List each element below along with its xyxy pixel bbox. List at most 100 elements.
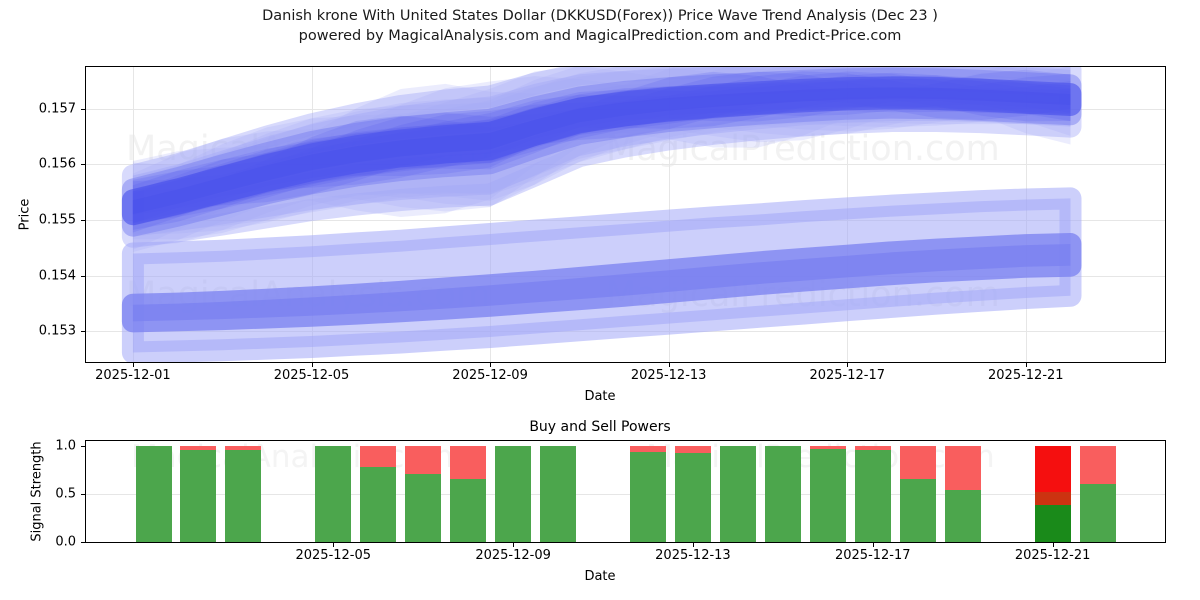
price-y-tick-label: 0.155 [38, 212, 76, 228]
power-bar[interactable] [809, 445, 846, 542]
sell-power-segment [809, 445, 846, 449]
price-x-tick-label: 2025-12-05 [273, 368, 350, 383]
upper-band-dense-3 [132, 71, 1071, 230]
buy-power-segment [899, 479, 936, 542]
power-bar-highlighted[interactable] [1034, 445, 1071, 542]
sell-power-segment [1079, 445, 1116, 485]
chart-title-block: Danish krone With United States Dollar (… [0, 6, 1200, 46]
price-y-tick [81, 164, 86, 166]
power-x-tick-label: 2025-12-09 [475, 548, 551, 563]
price-plot-area: MagicalAnalysis.com MagicalPrediction.co… [86, 67, 1165, 362]
power-x-tick-label: 2025-12-05 [295, 548, 372, 563]
power-x-tick [333, 542, 335, 547]
price-y-tick [81, 331, 86, 333]
buy-power-segment [360, 466, 397, 542]
power-bar[interactable] [315, 445, 352, 542]
page-title: Danish krone With United States Dollar (… [262, 8, 938, 24]
page-subtitle: powered by MagicalAnalysis.com and Magic… [298, 28, 902, 44]
price-y-tick [81, 220, 86, 222]
power-y-tick [81, 445, 86, 447]
power-bar[interactable] [899, 445, 936, 542]
price-x-tick-label: 2025-12-13 [630, 368, 707, 383]
buy-power-segment [495, 445, 532, 542]
price-x-tick [1025, 362, 1027, 367]
buy-power-segment [1079, 484, 1116, 542]
power-y-tick-label: 0.0 [55, 534, 76, 550]
price-x-tick [132, 362, 134, 367]
power-x-axis-title: Date [584, 569, 616, 584]
buy-power-segment [225, 449, 262, 542]
buy-power-segment [854, 449, 891, 542]
buy-power-segment [719, 445, 756, 542]
buy-power-segment [764, 445, 801, 542]
price-y-tick-label: 0.154 [38, 268, 76, 284]
power-bar[interactable] [944, 445, 981, 542]
price-x-tick-label: 2025-12-21 [988, 368, 1064, 383]
buy-power-segment [315, 445, 352, 542]
sell-power-segment [405, 445, 442, 474]
price-gridline-h [86, 164, 1165, 166]
price-y-axis-title: Price [17, 198, 33, 230]
power-bar[interactable] [495, 445, 532, 542]
price-x-tick-label: 2025-12-01 [95, 368, 171, 383]
price-wave-bands [121, 67, 1082, 362]
price-wave-chart: MagicalAnalysis.com MagicalPrediction.co… [81, 66, 1166, 367]
power-bar[interactable] [180, 445, 217, 542]
price-gridline-v [311, 67, 313, 362]
sell-power-segment [180, 445, 217, 450]
power-x-tick [1052, 542, 1054, 547]
price-y-tick-label: 0.157 [38, 101, 76, 117]
buy-power-segment [540, 445, 577, 542]
price-x-tick [311, 362, 313, 367]
price-y-tick-label: 0.153 [38, 323, 76, 339]
price-x-tick [490, 362, 492, 367]
power-x-tick [513, 542, 515, 547]
price-x-tick [847, 362, 849, 367]
lower-band-core [121, 233, 1082, 333]
upper-band-spine [121, 76, 1082, 226]
buy-power-segment [135, 445, 172, 542]
power-bar[interactable] [675, 445, 711, 542]
sell-power-segment [944, 445, 981, 491]
sell-power-segment [630, 445, 666, 452]
power-bar[interactable] [225, 445, 262, 542]
power-x-tick-label: 2025-12-21 [1014, 548, 1091, 563]
power-bar[interactable] [540, 445, 577, 542]
power-bar[interactable] [764, 445, 801, 542]
sell-power-segment [675, 445, 711, 453]
highlight-divider-band [1034, 492, 1071, 506]
power-bar[interactable] [135, 445, 172, 542]
buy-power-segment [1034, 505, 1071, 542]
power-y-tick [81, 493, 86, 495]
power-y-axis-title: Signal Strength [29, 440, 45, 542]
buy-power-segment [405, 473, 442, 542]
power-x-tick-label: 2025-12-17 [834, 548, 911, 563]
buy-power-segment [450, 479, 487, 542]
sell-power-segment [225, 445, 262, 450]
price-x-axis-title: Date [584, 389, 616, 404]
power-y-tick [81, 542, 86, 543]
power-bar[interactable] [854, 445, 891, 542]
power-bar[interactable] [450, 445, 487, 542]
power-y-tick-label: 1.0 [55, 438, 76, 454]
power-bar[interactable] [360, 445, 397, 542]
price-y-tick [81, 108, 86, 110]
power-bar[interactable] [1079, 445, 1116, 542]
price-y-tick [81, 275, 86, 277]
power-bar[interactable] [630, 445, 666, 542]
buy-power-segment [809, 448, 846, 542]
buy-sell-powers-chart: MagicalAnalysis.com MagicalPrediction.co… [81, 440, 1166, 547]
price-x-tick-label: 2025-12-09 [452, 368, 528, 383]
power-bar[interactable] [719, 445, 756, 542]
power-chart-title: Buy and Sell Powers [529, 419, 671, 435]
price-gridline-v [490, 67, 492, 362]
price-x-tick [668, 362, 670, 367]
price-y-tick-label: 0.156 [38, 156, 76, 172]
power-bar[interactable] [405, 445, 442, 542]
power-plot-area: MagicalAnalysis.com MagicalPrediction.co… [86, 441, 1165, 542]
sell-power-segment [854, 445, 891, 450]
sell-power-segment [899, 445, 936, 480]
buy-power-segment [180, 449, 217, 542]
sell-power-segment [360, 445, 397, 467]
